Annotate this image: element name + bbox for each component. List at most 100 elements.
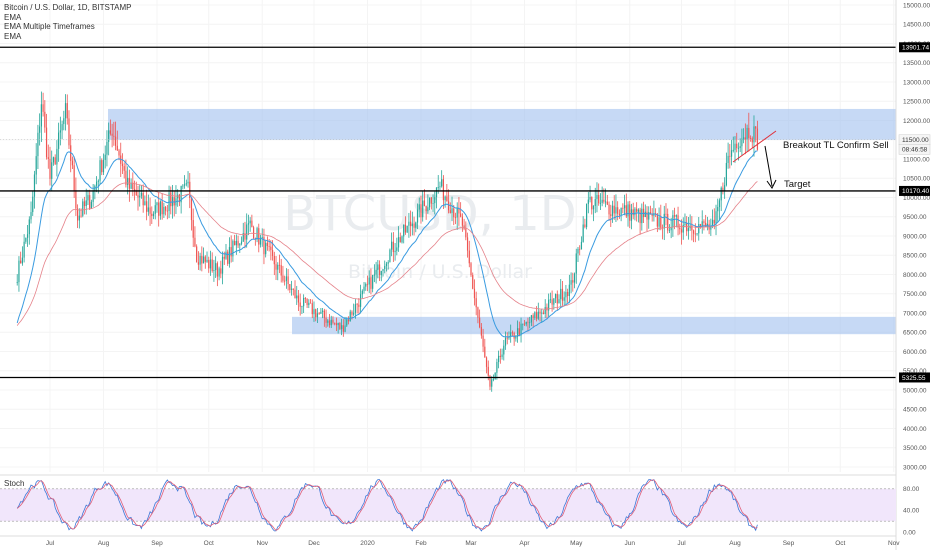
candle-body [32,196,34,213]
candle-body [596,195,598,200]
candle [313,301,315,322]
legend-ema-multi[interactable]: EMA Multiple Timeframes [4,22,95,32]
candle-body [116,145,118,151]
candle [394,243,396,261]
candle [185,179,187,187]
candle [32,190,34,216]
candle-body [389,249,391,263]
candle [692,229,695,243]
candle-body [18,260,20,283]
candle-body [85,200,87,207]
candle [411,211,413,236]
candle-body [663,213,665,229]
candle-body [567,291,569,297]
price-tag-text: 11500.00 [902,137,929,144]
candle-body [384,265,386,270]
candle-body [194,237,196,247]
candle [237,235,239,248]
candle-body [525,321,527,325]
watermark-big: BTCUSD, 1D [283,186,577,242]
candle-body [717,207,719,212]
candle-body [749,138,752,139]
candle [744,123,746,155]
candle-body [720,187,722,201]
candle [717,198,719,223]
candle-body [636,208,638,212]
candle [554,293,557,304]
candle-body [737,147,740,149]
candle [382,269,384,277]
stoch-legend[interactable]: Stoch [4,479,25,488]
candle-body [630,209,633,221]
candle [146,189,148,221]
price-tag-low-line: 5325.55 [899,372,930,383]
candle [680,219,683,245]
candle-body [515,336,517,339]
candle-body [627,204,629,217]
candle-body [135,191,137,196]
candle-body [330,319,332,326]
candle-body [366,283,369,285]
candle-body [439,186,441,188]
price-tick-label: 5000.00 [903,387,927,394]
candle [325,309,327,328]
candle-body [401,236,403,243]
candle [87,189,89,206]
candle-body [375,269,377,275]
annotation-target[interactable]: Target [784,179,811,190]
candle [42,92,44,117]
candle-body [387,262,389,264]
candle-body [58,132,60,149]
candle-body [451,208,453,214]
candle [230,235,232,263]
candle [256,226,258,243]
candle-body [230,247,232,257]
price-tag-text: 10170.40 [902,188,929,195]
candle [246,213,248,248]
candle-body [227,251,229,264]
candle [691,216,693,241]
candle-body [701,221,703,228]
candle-body [159,201,162,216]
candle-body [275,264,277,270]
candle-body [87,195,89,201]
candle [204,255,206,269]
candle-body [465,228,467,238]
candle [158,192,160,227]
candle [722,182,724,195]
candle-body [420,204,422,218]
candle [208,256,210,273]
candle-body [101,160,103,173]
candle [242,222,244,242]
candle-body [667,213,669,231]
candle [622,203,624,214]
candle [701,210,703,234]
candle-body [682,224,684,233]
candle-body [354,304,357,313]
legend-ema-1[interactable]: EMA [4,12,22,22]
candle [518,321,520,337]
candle-body [265,242,267,255]
legend-ema-2[interactable]: EMA [4,31,22,41]
candle [347,316,350,325]
candle-body [642,208,645,218]
candle-body [748,127,750,139]
candle [304,297,306,304]
candle-body [444,196,446,201]
candle [525,321,527,327]
candle-body [734,143,736,150]
candle-body [152,213,155,217]
candle [630,203,633,230]
price-tick-label: 8000.00 [903,272,927,279]
candle-body [75,190,77,209]
candle [520,317,522,343]
candle [194,226,196,248]
candle-body [185,183,187,185]
legend-symbol[interactable]: Bitcoin / U.S. Dollar, 1D, BITSTAMP [4,3,132,12]
candle-body [106,141,108,155]
annotation-breakout[interactable]: Breakout TL Confirm Sell [783,140,889,151]
candle-body [163,206,165,215]
chart-legend: Bitcoin / U.S. Dollar, 1D, BITSTAMP EMA … [4,3,131,41]
candle [466,232,469,258]
